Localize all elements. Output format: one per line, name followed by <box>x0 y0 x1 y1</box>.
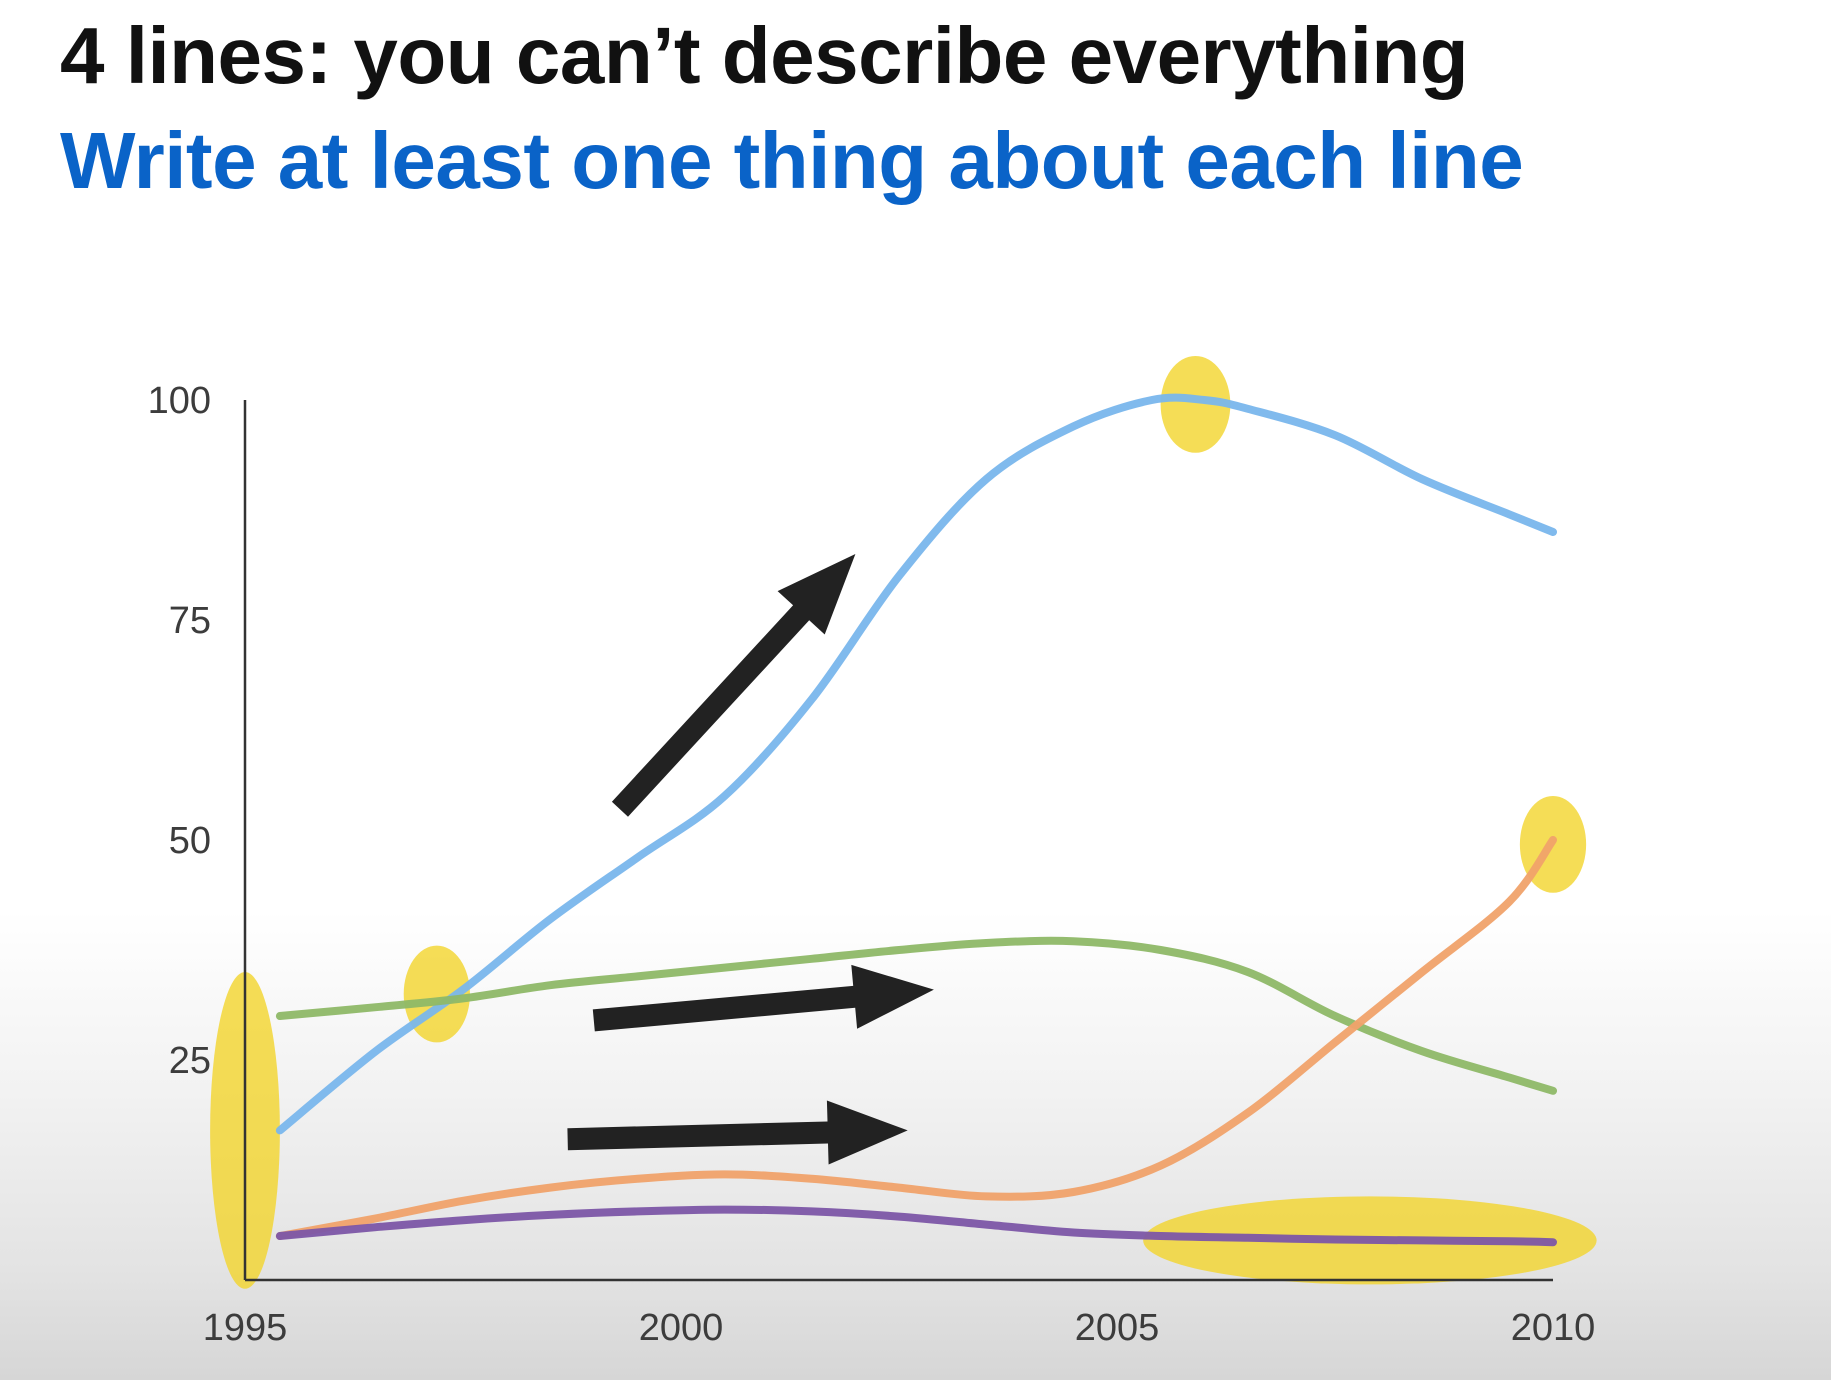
x-tick-label: 2000 <box>639 1307 724 1349</box>
series-line-blue <box>275 393 1557 1135</box>
arrow-blue-trend <box>611 554 856 817</box>
highlights-layer <box>210 356 1597 1289</box>
highlight-blue-peak <box>1160 356 1231 453</box>
x-tick-label: 1995 <box>203 1307 288 1349</box>
x-tick-label: 2005 <box>1075 1307 1160 1349</box>
series-line-purple <box>275 1205 1557 1247</box>
series-line-green <box>275 936 1557 1095</box>
arrow-green-trend <box>592 964 934 1032</box>
arrow-orange-trend <box>567 1100 908 1165</box>
chart-axes <box>243 400 1553 1282</box>
y-tick-label: 100 <box>148 380 211 422</box>
slide-title: 4 lines: you can’t describe everything <box>60 11 1469 100</box>
y-tick-label: 75 <box>169 600 211 642</box>
slide-subtitle: Write at least one thing about each line <box>60 116 1524 205</box>
tick-labels: 100 75 50 25 1995 2000 2005 2010 <box>148 380 1596 1349</box>
x-tick-label: 2010 <box>1511 1307 1596 1349</box>
series-lines <box>275 393 1557 1247</box>
series-line-orange <box>275 836 1557 1240</box>
trend-arrows <box>567 554 934 1165</box>
y-tick-label: 50 <box>169 820 211 862</box>
y-tick-label: 25 <box>169 1040 211 1082</box>
